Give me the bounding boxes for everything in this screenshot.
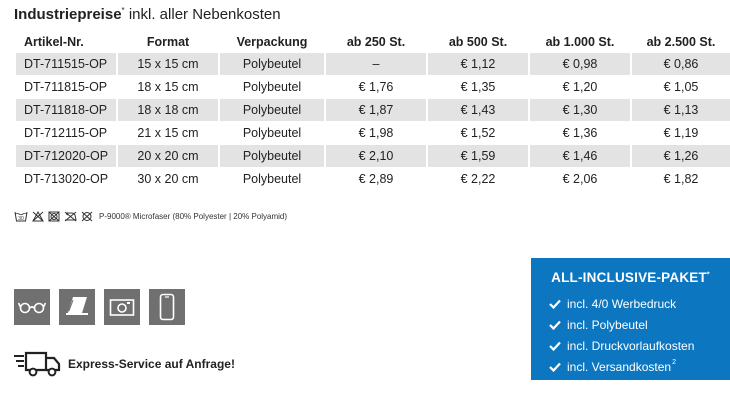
- table-cell: 18 x 15 cm: [137, 80, 199, 94]
- all-inclusive-panel: ALL-INCLUSIVE-PAKET* incl. 4/0 Werbedruc…: [531, 258, 730, 380]
- express-service: Express-Service auf Anfrage!: [14, 350, 235, 378]
- col-header-2500: ab 2.500 St.: [646, 35, 716, 49]
- table-cell: € 2,89: [358, 172, 394, 186]
- table-cell: € 1,13: [632, 99, 730, 121]
- table-cell: € 2,22: [460, 172, 496, 186]
- table-cell: DT-712115-OP: [24, 126, 108, 140]
- material-text: P-9000® Microfaser (80% Polyester | 20% …: [99, 212, 288, 221]
- table-cell: € 1,43: [428, 99, 528, 121]
- list-item-footnote: 2: [672, 359, 676, 366]
- no-iron-icon: [64, 211, 77, 222]
- table-cell: DT-713020-OP: [24, 172, 109, 186]
- list-item: incl. Polybeutel: [549, 314, 730, 335]
- panel-title: ALL-INCLUSIVE-PAKET*: [531, 270, 730, 285]
- table-cell: € 1,82: [663, 172, 699, 186]
- table-cell: Polybeutel: [242, 126, 302, 140]
- table-cell: € 0,86: [632, 53, 730, 75]
- laptop-icon: [59, 289, 95, 325]
- table-cell: € 2,06: [562, 172, 598, 186]
- list-item-label: incl. 4/0 Werbedruck: [567, 296, 677, 311]
- list-item: incl. Druckvorlaufkosten: [549, 335, 730, 356]
- list-item-label: incl. Polybeutel: [567, 317, 648, 332]
- panel-list: incl. 4/0 Werbedruck incl. Polybeutel in…: [531, 293, 730, 377]
- table-cell: Polybeutel: [242, 172, 302, 186]
- glasses-icon: [14, 289, 50, 325]
- col-header-250: ab 250 St.: [346, 35, 406, 49]
- table-cell: € 2,10: [326, 145, 426, 167]
- list-item: incl. Versandkosten 2: [549, 356, 730, 377]
- table-cell: € 1,35: [460, 80, 496, 94]
- table-row: DT-711515-OP 15 x 15 cm Polybeutel – € 1…: [16, 53, 730, 75]
- page-title: Industriepreise* inkl. aller Nebenkosten: [14, 6, 281, 23]
- table-cell: Polybeutel: [242, 80, 302, 94]
- table-cell: DT-711515-OP: [16, 53, 116, 75]
- col-header-verpackung: Verpackung: [236, 35, 308, 49]
- col-header-format: Format: [146, 35, 190, 49]
- table-cell: € 1,76: [358, 80, 394, 94]
- table-row: DT-712020-OP 20 x 20 cm Polybeutel € 2,1…: [16, 145, 730, 167]
- table-row: DT-712115-OP 21 x 15 cm Polybeutel € 1,9…: [16, 122, 730, 144]
- list-item: incl. 4/0 Werbedruck: [549, 293, 730, 314]
- table-cell: DT-712020-OP: [16, 145, 116, 167]
- table-cell: Polybeutel: [220, 145, 324, 167]
- svg-text:30: 30: [18, 216, 24, 222]
- table-cell: 15 x 15 cm: [118, 53, 218, 75]
- table-cell: € 1,98: [358, 126, 394, 140]
- table-row: DT-711818-OP 18 x 18 cm Polybeutel € 1,8…: [16, 99, 730, 121]
- wash-30-icon: 30: [14, 211, 28, 222]
- table-cell: € 1,59: [428, 145, 528, 167]
- table-cell: 20 x 20 cm: [118, 145, 218, 167]
- no-bleach-icon: [32, 211, 44, 222]
- table-cell: DT-711815-OP: [24, 80, 108, 94]
- table-cell: € 1,52: [460, 126, 496, 140]
- checkmark-icon: [549, 362, 561, 372]
- panel-title-footnote: *: [706, 271, 710, 279]
- table-cell: € 1,12: [428, 53, 528, 75]
- title-footnote: *: [121, 6, 125, 15]
- table-cell: € 1,30: [530, 99, 630, 121]
- care-instructions: 30 P-9000® Microfaser (80% Polyester | 2…: [14, 211, 287, 222]
- table-cell: € 1,36: [562, 126, 598, 140]
- camera-icon: [104, 289, 140, 325]
- table-row: DT-713020-OP 30 x 20 cm Polybeutel € 2,8…: [16, 168, 730, 190]
- col-header-artikel: Artikel-Nr.: [24, 35, 84, 49]
- list-item-label: incl. Druckvorlaufkosten: [567, 338, 695, 353]
- panel-title-text: ALL-INCLUSIVE-PAKET: [551, 270, 707, 285]
- table-row: DT-711815-OP 18 x 15 cm Polybeutel € 1,7…: [16, 76, 730, 98]
- table-cell: 21 x 15 cm: [137, 126, 199, 140]
- title-rest: inkl. aller Nebenkosten: [124, 6, 281, 23]
- usage-icons: [14, 289, 185, 325]
- no-dry-clean-icon: [81, 211, 93, 222]
- table-cell: € 1,05: [663, 80, 699, 94]
- table-cell: Polybeutel: [220, 99, 324, 121]
- table-header-row: Artikel-Nr. Format Verpackung ab 250 St.…: [16, 32, 730, 52]
- table-cell: € 1,26: [632, 145, 730, 167]
- checkmark-icon: [549, 341, 561, 351]
- table-cell: € 1,46: [530, 145, 630, 167]
- checkmark-icon: [549, 320, 561, 330]
- no-dryer-icon: [48, 211, 60, 222]
- delivery-truck-icon: [14, 351, 61, 377]
- price-table: Artikel-Nr. Format Verpackung ab 250 St.…: [14, 31, 730, 191]
- table-cell: € 1,87: [326, 99, 426, 121]
- table-cell: 18 x 18 cm: [118, 99, 218, 121]
- table-cell: € 1,19: [663, 126, 699, 140]
- checkmark-icon: [549, 299, 561, 309]
- table-cell: DT-711818-OP: [16, 99, 116, 121]
- express-label: Express-Service auf Anfrage!: [68, 357, 235, 371]
- table-cell: 30 x 20 cm: [137, 172, 199, 186]
- table-cell: € 1,20: [562, 80, 598, 94]
- table-cell: Polybeutel: [220, 53, 324, 75]
- smartphone-icon: [149, 289, 185, 325]
- col-header-500: ab 500 St.: [448, 35, 508, 49]
- col-header-1000: ab 1.000 St.: [545, 35, 615, 49]
- list-item-label: incl. Versandkosten: [567, 359, 672, 374]
- title-bold: Industriepreise: [14, 6, 122, 23]
- table-cell: € 0,98: [530, 53, 630, 75]
- table-cell: –: [326, 53, 426, 75]
